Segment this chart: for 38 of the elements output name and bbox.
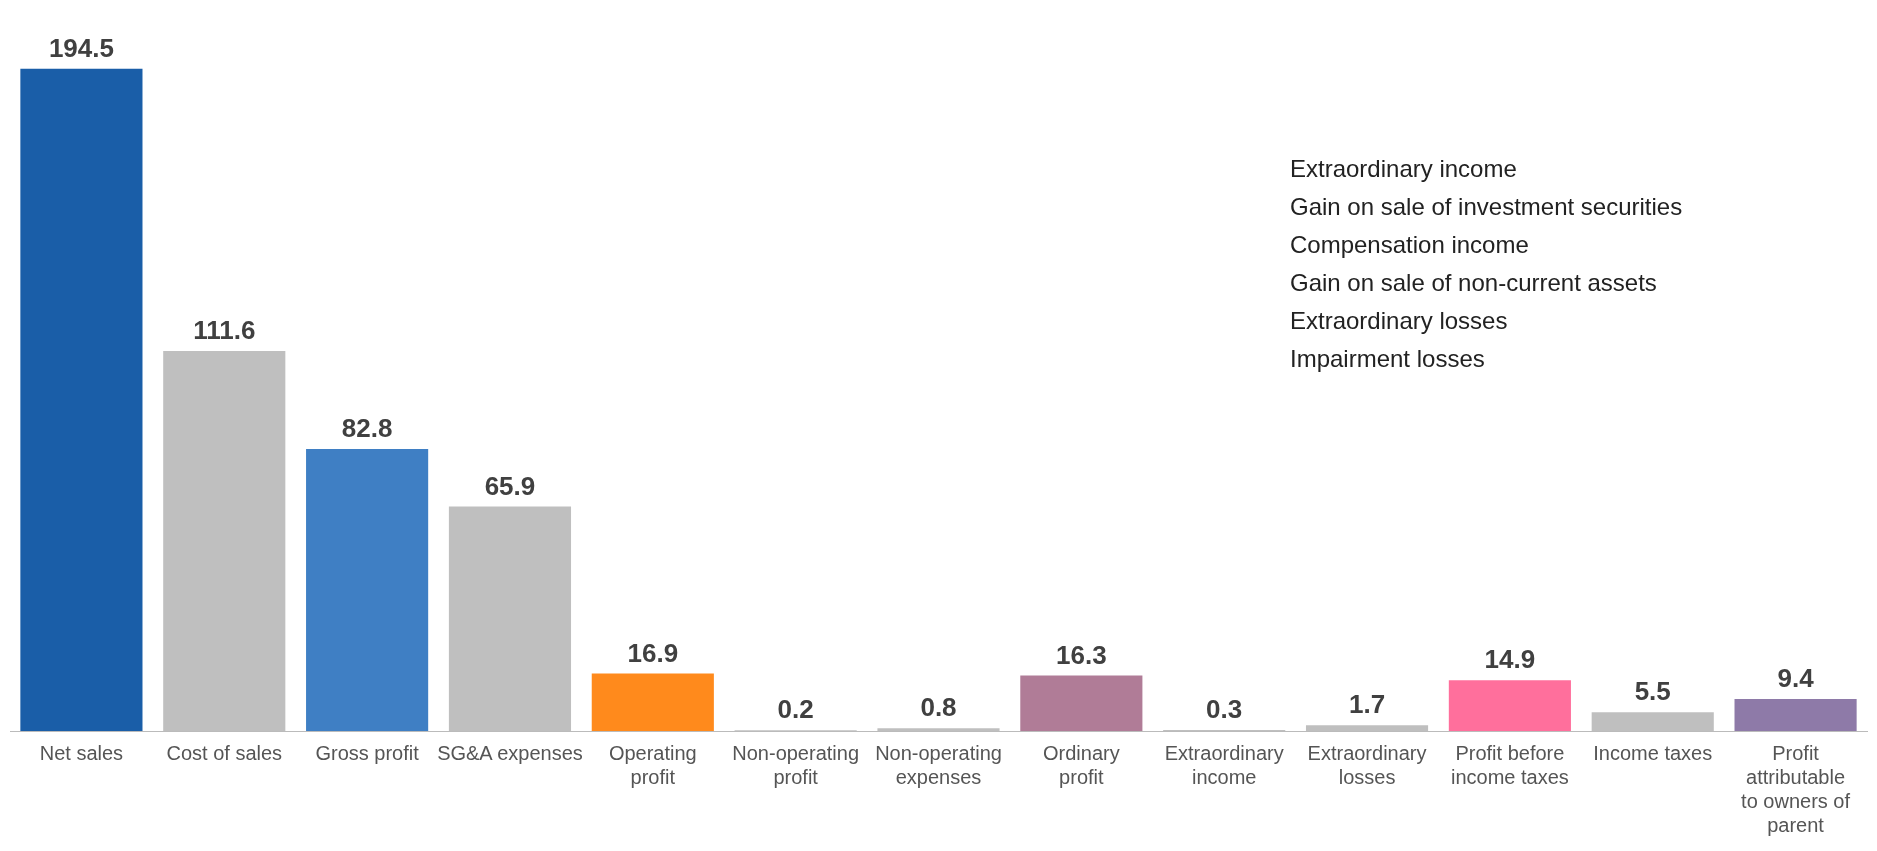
annotation: Extraordinary losses [1290, 306, 1509, 336]
data-label: 0.8 [920, 692, 957, 723]
x-tick-label: Non-operating profit [732, 741, 860, 788]
bar [20, 68, 143, 731]
data-label: 0.3 [1206, 694, 1243, 725]
annotation: Gain on sale of investment securities [1290, 192, 1683, 222]
data-label: 5.5 [1634, 676, 1671, 707]
x-tick-label: SG&A expenses [437, 741, 583, 764]
data-label: 16.3 [1056, 639, 1107, 670]
data-label: 82.8 [341, 413, 393, 444]
annotation: Extraordinary income [1290, 154, 1518, 184]
bar [1020, 675, 1143, 731]
x-tick-label: Cost of sales [166, 741, 283, 764]
bar [306, 449, 429, 731]
annotation: Compensation income [1290, 230, 1530, 260]
annotation: Impairment losses [1290, 344, 1486, 374]
x-tick-label: Income taxes [1593, 741, 1713, 764]
data-label: 111.6 [193, 315, 256, 346]
bar [1734, 698, 1857, 731]
x-tick-label: Net sales [39, 741, 124, 764]
x-tick-label: Profit attributable to owners of parent [1741, 741, 1851, 836]
x-tick-label: Ordinary profit [1042, 741, 1120, 788]
x-tick-label: Gross profit [315, 741, 420, 764]
x-tick-label: Operating profit [608, 741, 697, 788]
data-label: 0.2 [777, 694, 814, 725]
annotation: Gain on sale of non-current assets [1290, 268, 1658, 298]
bar [591, 673, 714, 731]
data-label: 14.9 [1484, 644, 1536, 675]
data-label: 65.9 [484, 470, 536, 501]
bar [1448, 680, 1571, 731]
x-tick-label: Extraordinary income [1164, 741, 1284, 788]
data-label: 16.9 [627, 637, 679, 668]
data-label: 1.7 [1348, 689, 1386, 720]
data-label: 9.4 [1777, 663, 1815, 694]
x-tick-label: Non-operating expenses [875, 741, 1002, 788]
data-label: 194.5 [48, 32, 114, 63]
x-tick-label: Extraordinary losses [1307, 741, 1427, 788]
x-tick-label: Profit before income taxes [1450, 741, 1569, 788]
